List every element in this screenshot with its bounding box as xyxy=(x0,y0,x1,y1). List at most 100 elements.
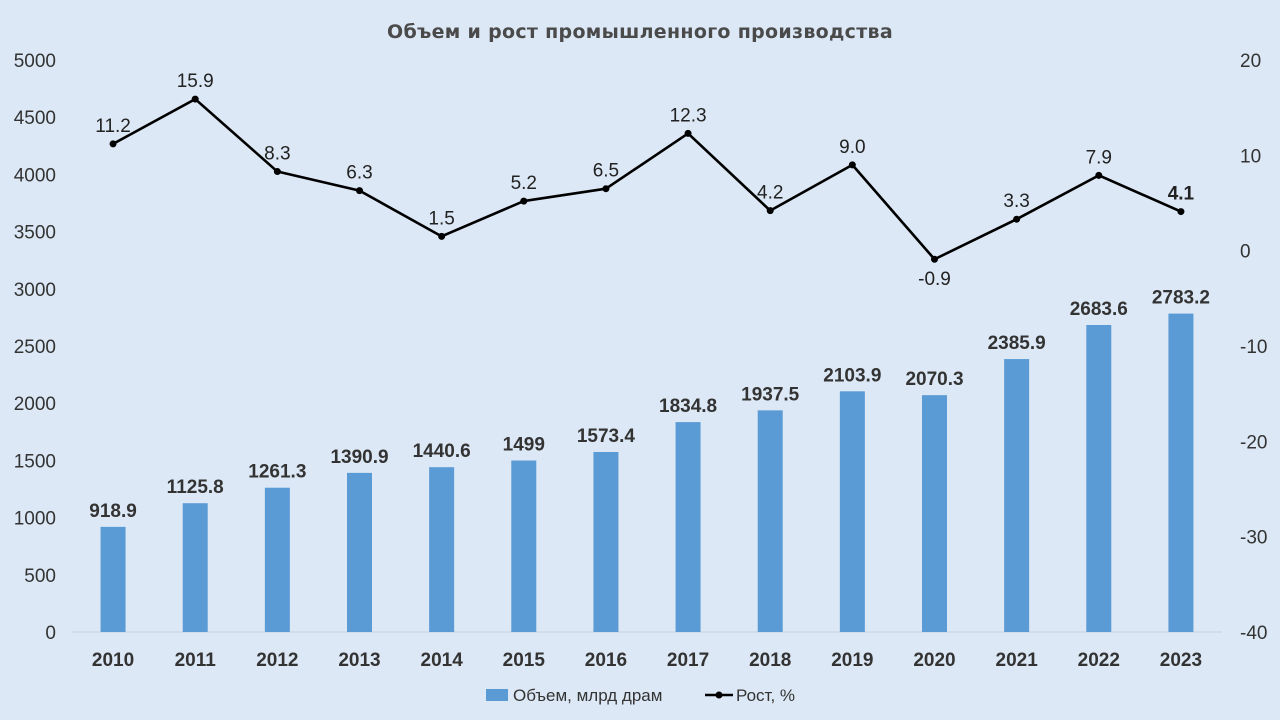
growth-point-2021 xyxy=(1013,215,1021,223)
growth-data-label: 11.2 xyxy=(95,116,131,137)
x-tick-label: 2020 xyxy=(913,650,955,671)
line-series xyxy=(109,95,1185,263)
growth-point-2023 xyxy=(1177,208,1185,216)
growth-data-label: 12.3 xyxy=(670,105,707,126)
bar-data-label: 1499 xyxy=(503,435,545,456)
bar-2022 xyxy=(1086,324,1112,632)
y-left-tick-label: 3500 xyxy=(14,223,56,244)
x-tick-label: 2010 xyxy=(92,650,134,671)
bar-data-labels: 918.9 1125.8 1261.3 1390.9 1440.6 1499 1573.4 1… xyxy=(89,288,1210,522)
x-tick-label: 2017 xyxy=(667,650,709,671)
growth-point-2012 xyxy=(273,168,281,176)
legend-label-volume: Объем, млрд драм xyxy=(513,686,662,705)
y-left-tick-label: 2500 xyxy=(14,337,56,358)
growth-point-2019 xyxy=(848,161,856,169)
bar-2017 xyxy=(675,422,701,632)
y-left-axis: 0 500 1000 1500 2000 2500 3000 3500 4000 4500 5000 xyxy=(14,51,56,644)
growth-data-label: 4.1 xyxy=(1168,184,1195,205)
y-right-tick-label: -40 xyxy=(1240,623,1267,644)
x-tick-label: 2015 xyxy=(503,650,546,671)
x-tick-label: 2021 xyxy=(996,650,1039,671)
growth-data-label: 5.2 xyxy=(511,173,537,194)
y-left-tick-label: 5000 xyxy=(14,51,56,72)
x-tick-label: 2012 xyxy=(256,650,298,671)
growth-point-2022 xyxy=(1095,171,1103,179)
y-right-tick-label: 0 xyxy=(1240,242,1251,263)
chart-title: Объем и рост промышленного производства xyxy=(387,21,893,43)
growth-point-2013 xyxy=(356,187,363,195)
line-data-labels: 11.2 15.9 8.3 6.3 1.5 5.2 6.5 12.3 4.2 9.0 -0.9 3.3… xyxy=(95,71,1194,290)
growth-point-2017 xyxy=(684,129,692,137)
y-left-tick-label: 1500 xyxy=(14,451,56,472)
y-left-tick-label: 3000 xyxy=(14,280,56,301)
growth-point-2011 xyxy=(191,95,199,103)
growth-data-label: 8.3 xyxy=(264,144,290,165)
x-tick-label: 2014 xyxy=(421,650,464,671)
y-right-tick-label: 10 xyxy=(1240,146,1261,167)
bar-2018 xyxy=(757,410,783,632)
bar-data-label: 2783.2 xyxy=(1152,288,1210,309)
bar-2023 xyxy=(1168,313,1194,632)
y-right-axis: -40 -30 -20 -10 0 10 20 xyxy=(1240,51,1267,644)
growth-data-label: 4.2 xyxy=(757,183,783,204)
growth-point-2020 xyxy=(931,255,938,263)
bar-data-label: 1125.8 xyxy=(167,477,224,498)
y-left-tick-label: 1000 xyxy=(14,509,56,530)
x-tick-label: 2016 xyxy=(585,650,627,671)
y-right-tick-label: -20 xyxy=(1240,432,1267,453)
bar-2020 xyxy=(922,395,947,632)
bar-2016 xyxy=(593,452,619,632)
bar-data-label: 1261.3 xyxy=(248,462,306,483)
growth-data-label: 6.3 xyxy=(346,163,372,184)
growth-data-label: -0.9 xyxy=(918,269,951,290)
x-tick-label: 2022 xyxy=(1078,650,1120,671)
growth-data-label: 7.9 xyxy=(1086,147,1112,168)
growth-data-label: 3.3 xyxy=(1003,191,1029,212)
growth-point-2014 xyxy=(438,232,446,240)
bar-data-label: 1834.8 xyxy=(659,396,717,417)
x-tick-label: 2018 xyxy=(749,650,791,671)
x-tick-label: 2013 xyxy=(338,650,380,671)
bar-data-label: 2103.9 xyxy=(823,365,881,386)
bar-2011 xyxy=(182,503,208,632)
legend-label-growth: Рост, % xyxy=(736,686,795,705)
y-right-tick-label: -30 xyxy=(1240,528,1267,549)
y-right-tick-label: 20 xyxy=(1240,51,1261,72)
x-axis: 2010 2011 2012 2013 2014 2015 2016 2017 2018 2019… xyxy=(92,650,1202,671)
y-left-tick-label: 0 xyxy=(45,623,56,644)
bar-series xyxy=(100,313,1194,632)
bar-data-label: 2385.9 xyxy=(988,333,1046,354)
bar-2013 xyxy=(347,472,372,632)
growth-data-label: 1.5 xyxy=(428,208,454,229)
legend-swatch-volume xyxy=(486,689,508,701)
growth-data-label: 6.5 xyxy=(593,161,619,182)
x-tick-label: 2011 xyxy=(175,650,217,671)
growth-point-2018 xyxy=(766,207,774,215)
bar-2010 xyxy=(100,526,126,632)
x-tick-label: 2023 xyxy=(1160,650,1202,671)
y-left-tick-label: 4500 xyxy=(14,108,56,129)
y-left-tick-label: 4000 xyxy=(14,165,56,186)
bar-data-label: 1440.6 xyxy=(413,441,471,462)
growth-point-2010 xyxy=(109,140,117,148)
bar-2021 xyxy=(1004,359,1030,632)
bar-2014 xyxy=(429,467,455,632)
legend: Объем, млрд драм Рост, % xyxy=(486,686,795,705)
growth-point-2015 xyxy=(520,197,528,205)
bar-data-label: 1937.5 xyxy=(741,384,800,405)
y-left-tick-label: 500 xyxy=(24,566,56,587)
y-left-tick-label: 2000 xyxy=(14,394,56,415)
bar-data-label: 918.9 xyxy=(89,501,137,522)
growth-line xyxy=(112,97,1182,261)
legend-marker-growth xyxy=(715,691,723,699)
bar-data-label: 1390.9 xyxy=(330,447,388,468)
bar-2015 xyxy=(511,460,537,632)
bar-data-label: 2070.3 xyxy=(905,369,963,390)
growth-data-label: 15.9 xyxy=(177,71,214,92)
bar-data-label: 1573.4 xyxy=(577,426,636,447)
bar-2019 xyxy=(839,391,865,632)
bar-data-label: 2683.6 xyxy=(1070,299,1128,320)
growth-data-label: 9.0 xyxy=(839,137,865,158)
